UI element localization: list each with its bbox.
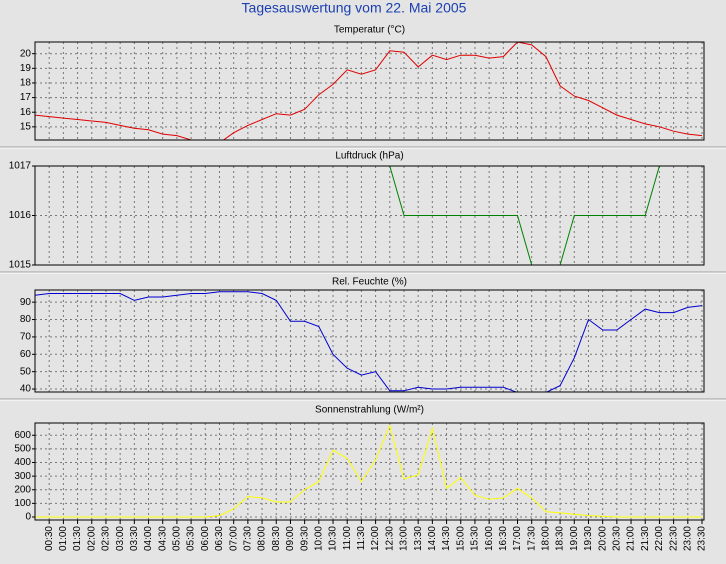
- x-tick-label: 05:00: [172, 526, 183, 551]
- x-tick-label: 17:00: [512, 526, 523, 551]
- x-tick-label: 03:30: [129, 526, 140, 551]
- x-tick-label: 17:30: [526, 526, 537, 551]
- data-line: [35, 424, 702, 518]
- plot-frame: [34, 422, 705, 521]
- plot-area: [35, 290, 704, 392]
- x-tick-label: 18:30: [555, 526, 566, 551]
- y-tick-label: 40: [20, 384, 32, 395]
- x-tick-label: 04:30: [157, 526, 168, 551]
- x-tick-label: 04:00: [143, 526, 154, 551]
- y-tick-label: 200: [14, 484, 31, 495]
- y-tick-label: 20: [20, 48, 32, 59]
- x-tick-label: 12:00: [370, 526, 381, 551]
- x-tick-label: 19:00: [569, 526, 580, 551]
- y-tick-label: 300: [14, 471, 31, 482]
- y-tick-label: 19: [20, 63, 32, 74]
- panel-title: Luftdruck (hPa): [335, 151, 403, 162]
- x-tick-label: 20:30: [611, 526, 622, 551]
- x-tick-label: 03:00: [115, 526, 126, 551]
- y-tick-label: 1017: [9, 161, 32, 172]
- y-tick-label: 90: [20, 297, 32, 308]
- x-tick-label: 01:00: [58, 526, 69, 551]
- plot-frame: [34, 289, 705, 393]
- plot-frame: [34, 165, 705, 266]
- x-tick-label: 15:30: [470, 526, 481, 551]
- y-tick-label: 80: [20, 314, 32, 325]
- x-tick-label: 16:30: [498, 526, 509, 551]
- y-tick-label: 400: [14, 457, 31, 468]
- x-tick-label: 01:30: [72, 526, 83, 551]
- x-tick-label: 02:30: [101, 526, 112, 551]
- x-tick-label: 10:30: [328, 526, 339, 551]
- data-line: [35, 166, 702, 265]
- x-tick-label: 14:00: [427, 526, 438, 551]
- x-tick-label: 20:00: [597, 526, 608, 551]
- x-tick-label: 22:00: [654, 526, 665, 551]
- y-tick-label: 100: [14, 498, 31, 509]
- y-tick-label: 18: [20, 78, 32, 89]
- page-title: Tagesauswertung vom 22. Mai 2005: [242, 0, 467, 16]
- x-tick-label: 11:30: [356, 526, 367, 551]
- x-tick-label: 13:30: [413, 526, 424, 551]
- x-tick-label: 06:00: [200, 526, 211, 551]
- x-tick-label: 09:30: [299, 526, 310, 551]
- y-tick-label: 15: [20, 121, 32, 132]
- panel-title: Temperatur (°C): [334, 25, 405, 36]
- x-tick-label: 07:00: [228, 526, 239, 551]
- x-tick-label: 14:30: [441, 526, 452, 551]
- x-tick-label: 21:30: [640, 526, 651, 551]
- y-tick-label: 1015: [9, 260, 32, 271]
- panel-title: Rel. Feuchte (%): [332, 277, 407, 288]
- plot-frame: [34, 41, 705, 141]
- x-tick-label: 10:00: [313, 526, 324, 551]
- x-tick-label: 07:30: [243, 526, 254, 551]
- x-tick-label: 06:30: [214, 526, 225, 551]
- y-tick-label: 17: [20, 92, 32, 103]
- x-tick-label: 18:00: [541, 526, 552, 551]
- x-tick-label: 16:00: [484, 526, 495, 551]
- x-tick-label: 13:00: [399, 526, 410, 551]
- x-tick-label: 05:30: [186, 526, 197, 551]
- x-tick-label: 22:30: [668, 526, 679, 551]
- x-tick-label: 23:30: [697, 526, 708, 551]
- x-tick-label: 19:30: [583, 526, 594, 551]
- y-tick-label: 70: [20, 332, 32, 343]
- x-tick-label: 09:00: [285, 526, 296, 551]
- x-tick-label: 21:00: [626, 526, 637, 551]
- y-tick-label: 50: [20, 366, 32, 377]
- panel-title: Sonnenstrahlung (W/m²): [315, 405, 424, 416]
- y-tick-label: 16: [20, 107, 32, 118]
- y-tick-label: 0: [25, 512, 31, 523]
- plot-area: [35, 423, 704, 520]
- plot-area: [35, 42, 704, 140]
- y-tick-label: 1016: [9, 210, 32, 221]
- y-tick-label: 500: [14, 444, 31, 455]
- x-tick-label: 08:30: [271, 526, 282, 551]
- x-tick-label: 23:00: [682, 526, 693, 551]
- x-tick-label: 15:00: [455, 526, 466, 551]
- x-tick-label: 00:30: [44, 526, 55, 551]
- x-tick-label: 02:00: [86, 526, 97, 551]
- y-tick-label: 600: [14, 430, 31, 441]
- y-tick-label: 60: [20, 349, 32, 360]
- x-tick-label: 12:30: [384, 526, 395, 551]
- data-line: [35, 291, 703, 392]
- x-tick-label: 08:00: [257, 526, 268, 551]
- x-tick-label: 11:00: [342, 526, 353, 551]
- data-line: [35, 42, 703, 140]
